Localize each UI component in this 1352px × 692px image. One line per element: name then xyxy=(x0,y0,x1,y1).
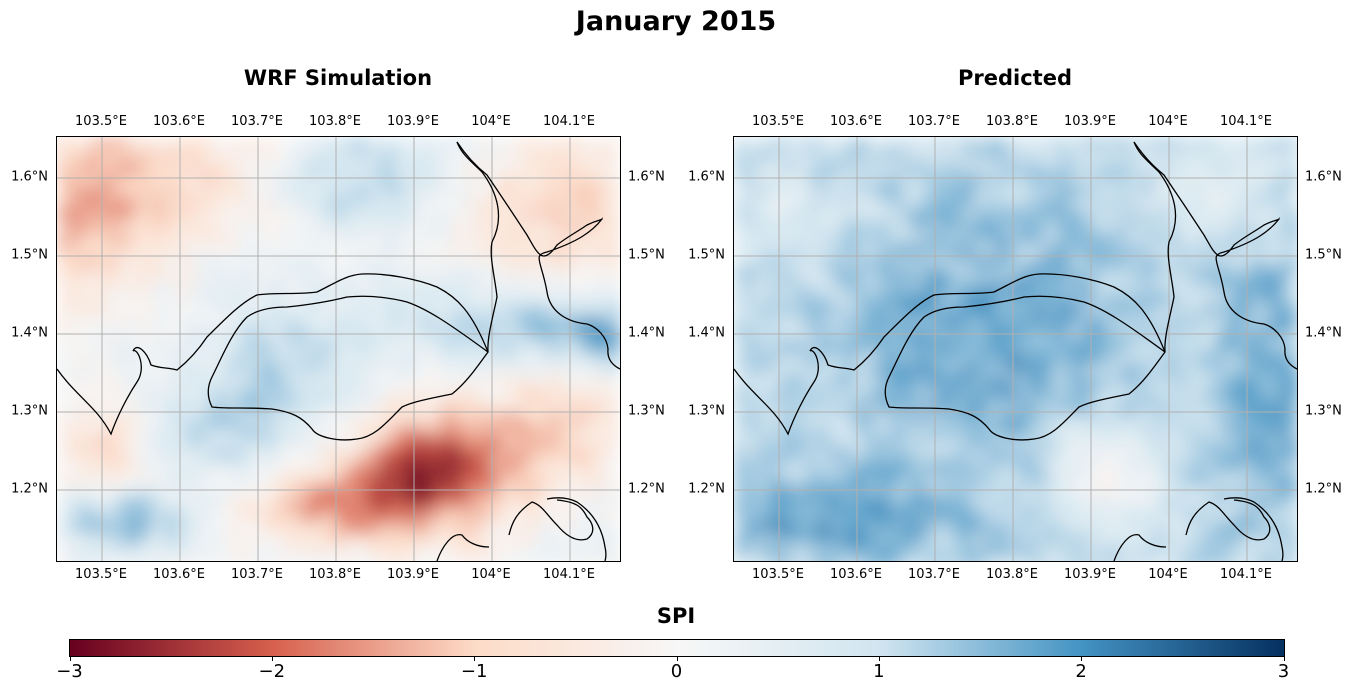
longitude-tick-label-top: 103.5°E xyxy=(752,114,804,129)
longitude-tick-label-top: 103.6°E xyxy=(153,114,205,129)
longitude-tick-label-bottom: 103.7°E xyxy=(908,567,960,582)
latitude-tick-label-left: 1.4°N xyxy=(11,325,48,341)
coastline xyxy=(1133,141,1177,353)
longitude-tick-label-top: 103.7°E xyxy=(231,114,283,129)
latitude-tick-label-left: 1.3°N xyxy=(11,403,48,419)
latitude-tick-label-right: 1.3°N xyxy=(1305,403,1342,419)
longitude-tick-label-top: 104°E xyxy=(1148,114,1188,129)
colorbar-tick-mark xyxy=(1081,656,1083,661)
longitude-tick-label-top: 103.6°E xyxy=(830,114,882,129)
latitude-tick-label-left: 1.5°N xyxy=(688,247,725,263)
latitude-tick-label-left: 1.5°N xyxy=(11,247,48,263)
coastline xyxy=(456,141,500,353)
latitude-tick-label-right: 1.2°N xyxy=(628,481,665,497)
longitude-tick-label-bottom: 103.7°E xyxy=(231,567,283,582)
map-wrf-simulation xyxy=(56,136,621,562)
latitude-tick-label-left: 1.6°N xyxy=(688,169,725,185)
panel-title-predicted: Predicted xyxy=(958,66,1072,90)
longitude-tick-label-bottom: 103.8°E xyxy=(309,567,361,582)
colorbar-tick-label: −1 xyxy=(460,661,488,682)
coastline xyxy=(57,273,489,441)
latitude-tick-label-right: 1.5°N xyxy=(628,247,665,263)
longitude-tick-label-bottom: 103.6°E xyxy=(153,567,205,582)
latitude-tick-label-right: 1.3°N xyxy=(628,403,665,419)
longitude-tick-label-bottom: 104°E xyxy=(471,567,511,582)
panel-title-wrf: WRF Simulation xyxy=(243,66,433,90)
colorbar-tick-mark xyxy=(676,656,678,661)
longitude-tick-label-top: 104°E xyxy=(471,114,511,129)
longitude-tick-label-top: 103.8°E xyxy=(986,114,1038,129)
colorbar-tick-mark xyxy=(271,656,273,661)
longitude-tick-label-bottom: 104.1°E xyxy=(1220,567,1272,582)
longitude-tick-label-top: 103.9°E xyxy=(1064,114,1116,129)
latitude-tick-label-left: 1.2°N xyxy=(688,481,725,497)
coastline xyxy=(546,497,607,561)
spi-field-wrf xyxy=(57,137,620,561)
colorbar-tick-mark xyxy=(69,656,71,661)
latitude-tick-label-left: 1.6°N xyxy=(11,169,48,185)
latitude-tick-label-right: 1.4°N xyxy=(1305,325,1342,341)
longitude-tick-label-bottom: 103.5°E xyxy=(75,567,127,582)
colorbar xyxy=(69,639,1285,657)
coastline xyxy=(436,534,490,561)
colorbar-tick-mark xyxy=(1283,656,1285,661)
colorbar-tick-mark xyxy=(878,656,880,661)
longitude-tick-label-top: 103.5°E xyxy=(75,114,127,129)
colorbar-tick-label: −2 xyxy=(258,661,286,682)
longitude-tick-label-bottom: 103.9°E xyxy=(387,567,439,582)
latitude-tick-label-right: 1.2°N xyxy=(1305,481,1342,497)
latitude-tick-label-left: 1.3°N xyxy=(688,403,725,419)
map-predicted xyxy=(733,136,1298,562)
coastline xyxy=(1113,534,1167,561)
longitude-tick-label-top: 104.1°E xyxy=(543,114,595,129)
longitude-tick-label-bottom: 103.8°E xyxy=(986,567,1038,582)
latitude-tick-label-right: 1.6°N xyxy=(628,169,665,185)
latitude-tick-label-left: 1.2°N xyxy=(11,481,48,497)
colorbar-tick-mark xyxy=(474,656,476,661)
coastline xyxy=(456,141,620,370)
coastline xyxy=(1185,499,1271,541)
longitude-tick-label-bottom: 104.1°E xyxy=(543,567,595,582)
longitude-tick-label-top: 103.9°E xyxy=(387,114,439,129)
longitude-tick-label-bottom: 103.5°E xyxy=(752,567,804,582)
longitude-tick-label-bottom: 103.9°E xyxy=(1064,567,1116,582)
latitude-tick-label-right: 1.5°N xyxy=(1305,247,1342,263)
spi-field-predicted xyxy=(734,137,1297,561)
longitude-tick-label-top: 104.1°E xyxy=(1220,114,1272,129)
longitude-tick-label-top: 103.8°E xyxy=(309,114,361,129)
colorbar-label: SPI xyxy=(656,604,696,628)
coastline xyxy=(1133,141,1297,370)
longitude-tick-label-bottom: 103.6°E xyxy=(830,567,882,582)
latitude-tick-label-right: 1.4°N xyxy=(628,325,665,341)
figure-title: January 2015 xyxy=(575,6,777,37)
colorbar-tick-label: 2 xyxy=(1075,661,1087,682)
colorbar-tick-label: −3 xyxy=(56,661,83,682)
longitude-tick-label-bottom: 104°E xyxy=(1148,567,1188,582)
colorbar-tick-label: 0 xyxy=(670,661,683,682)
coastline xyxy=(734,273,1166,441)
latitude-tick-label-right: 1.6°N xyxy=(1305,169,1342,185)
latitude-tick-label-left: 1.4°N xyxy=(688,325,725,341)
colorbar-tick-label: 1 xyxy=(873,661,885,682)
colorbar-tick-label: 3 xyxy=(1277,661,1290,682)
coastline xyxy=(508,499,594,541)
longitude-tick-label-top: 103.7°E xyxy=(908,114,960,129)
coastline xyxy=(1223,497,1284,561)
